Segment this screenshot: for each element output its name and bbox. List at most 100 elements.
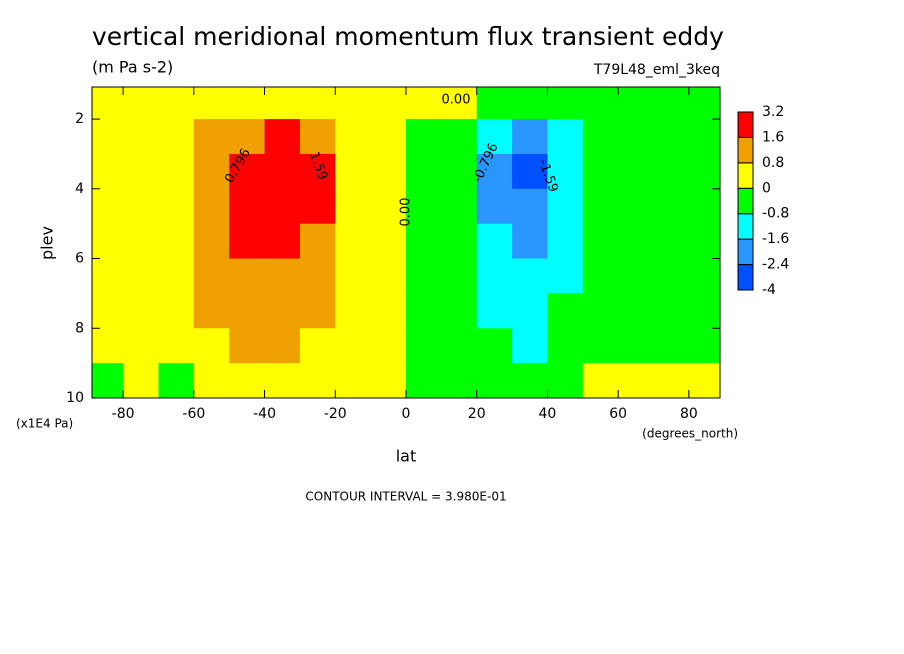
contour-cell [229,328,266,364]
contour-cell [441,258,478,294]
y-unit: (x1E4 Pa) [16,417,73,431]
contour-cell [653,188,690,225]
contour-cell [335,153,372,190]
y-tick-label: 4 [75,181,84,197]
contour-cell [92,258,124,294]
annotation: T79L48_eml_3keq [593,62,720,78]
contour-cell [264,363,301,399]
contour-cell [582,223,619,260]
contour-cell [123,153,159,190]
contour-cell [406,293,442,329]
contour-cell [158,188,195,225]
contour-cell [406,119,442,155]
contour-cell [688,188,721,225]
colorbar-swatch [737,187,754,215]
contour-cell [547,119,584,155]
contour-cell [441,153,478,190]
contour-cell [441,328,478,364]
contour-cell [582,363,619,399]
contour-cell [618,153,655,190]
chart-title: vertical meridional momentum flux transi… [92,22,724,51]
contour-cell [688,223,721,260]
contour-cell [370,153,407,190]
contour-cell [653,293,690,329]
contour-cell [582,153,619,190]
contour-cell [476,153,513,190]
contour-cell [618,258,655,294]
contour-cell [299,328,336,364]
contour-cell [512,258,548,294]
contour-cell [92,153,124,190]
contour-cell [299,153,336,190]
contour-cell [653,119,690,155]
contour-cell [335,293,372,329]
contour-cell [476,293,513,329]
colorbar-label: -1.6 [762,231,789,247]
contour-cell [512,293,548,329]
colorbar-label: -0.8 [762,206,789,222]
contour-cell [158,153,195,190]
contour-cell [92,223,124,260]
x-tick-label: -20 [324,406,347,422]
contour-cell [582,328,619,364]
contour-cell [193,363,230,399]
contour-cell [370,188,407,225]
contour-cell [406,258,442,294]
contour-cell [441,223,478,260]
y-tick-label: 2 [75,111,84,127]
contour-cell [229,223,266,260]
contour-cell [370,223,407,260]
contour-cell [92,119,124,155]
colorbar-swatch [737,213,754,240]
contour-cell [653,223,690,260]
contour-cell [688,153,721,190]
contour-cell [653,363,690,399]
contour-cell [476,363,513,399]
contour-cell [512,119,548,155]
contour-cell [193,223,230,260]
contour-cell [688,293,721,329]
contour-cell [158,223,195,260]
contour-cell [92,328,124,364]
contour-cell [193,87,230,120]
contour-cell [476,223,513,260]
colorbar-label: -4 [762,282,776,298]
contour-cell [229,153,266,190]
contour-cell [406,87,442,120]
contour-cell [299,119,336,155]
contour-cell [653,258,690,294]
contour-cell [688,119,721,155]
contour-cell [688,328,721,364]
contour-cell [618,223,655,260]
contour-cell [512,223,548,260]
contour-cell [370,363,407,399]
contour-cell [547,258,584,294]
contour-cell [476,328,513,364]
contour-cell [158,87,195,120]
y-tick-label: 6 [75,251,84,267]
contour-cell [653,153,690,190]
x-tick-label: -40 [253,406,276,422]
contour-cell [547,223,584,260]
contour-cell [158,328,195,364]
contour-cell [193,188,230,225]
contour-cell [158,293,195,329]
contour-cell [406,188,442,225]
x-tick-label: 40 [539,406,557,422]
contour-cell [582,119,619,155]
x-tick-label: 0 [402,406,411,422]
contour-cell [547,153,584,190]
contour-cell [92,87,124,120]
contour-cell [618,363,655,399]
contour-cell [370,87,407,120]
contour-cell [193,293,230,329]
contour-cell [618,188,655,225]
contour-cell [406,223,442,260]
x-tick-label: -80 [112,406,135,422]
y-axis-label: plev [38,226,57,260]
colorbar-label: 0 [762,180,771,196]
contour-cell [370,293,407,329]
contour-cell [123,328,159,364]
contour-cell [335,258,372,294]
